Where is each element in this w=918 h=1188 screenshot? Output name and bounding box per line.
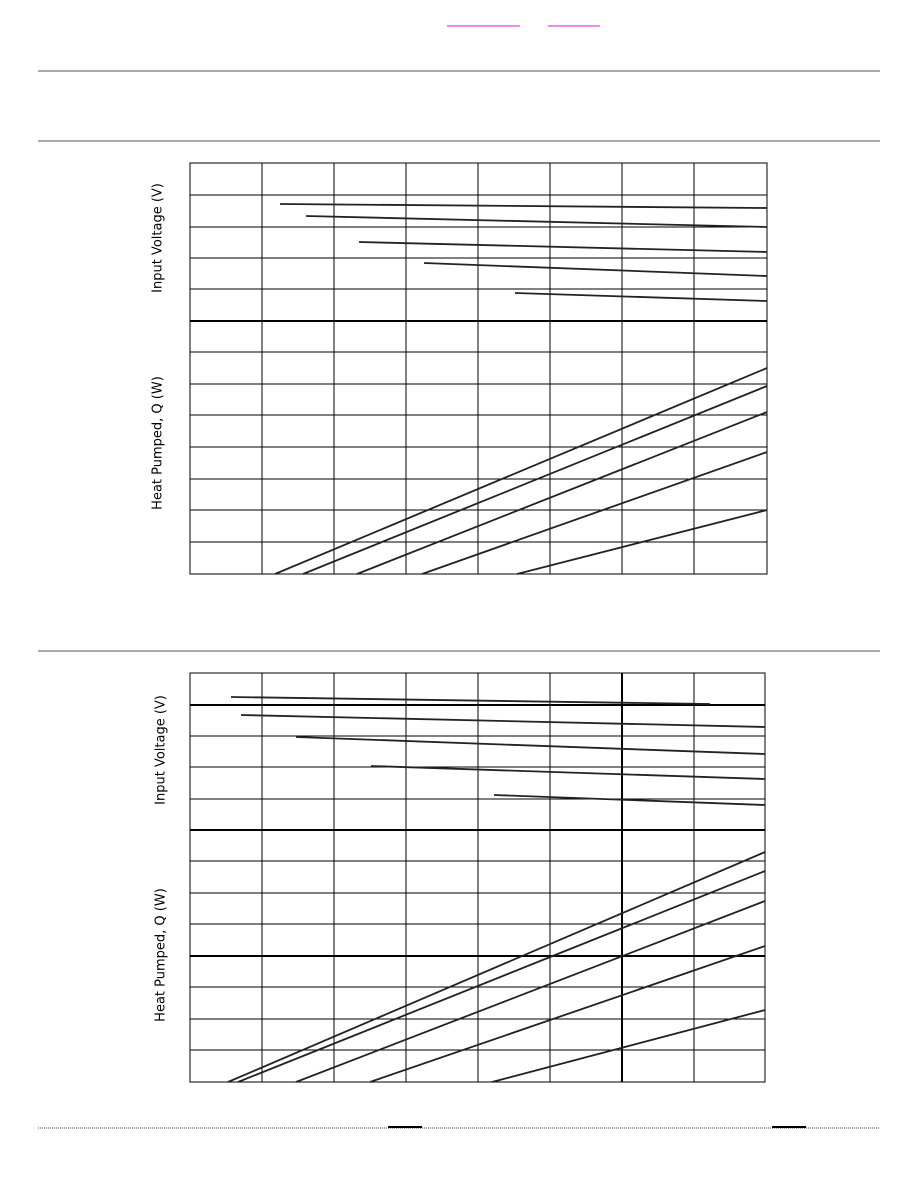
chart-grid — [189, 672, 766, 1083]
chart-curves — [274, 203, 768, 575]
axis-label: Heat Pumped, Q (W) — [151, 376, 166, 510]
axis-label: Input Voltage (V) — [154, 695, 169, 805]
chart-grid — [189, 162, 768, 575]
axis-label: Heat Pumped, Q (W) — [154, 888, 169, 1022]
axis-label: Input Voltage (V) — [151, 183, 166, 293]
chart-curves — [227, 696, 766, 1083]
